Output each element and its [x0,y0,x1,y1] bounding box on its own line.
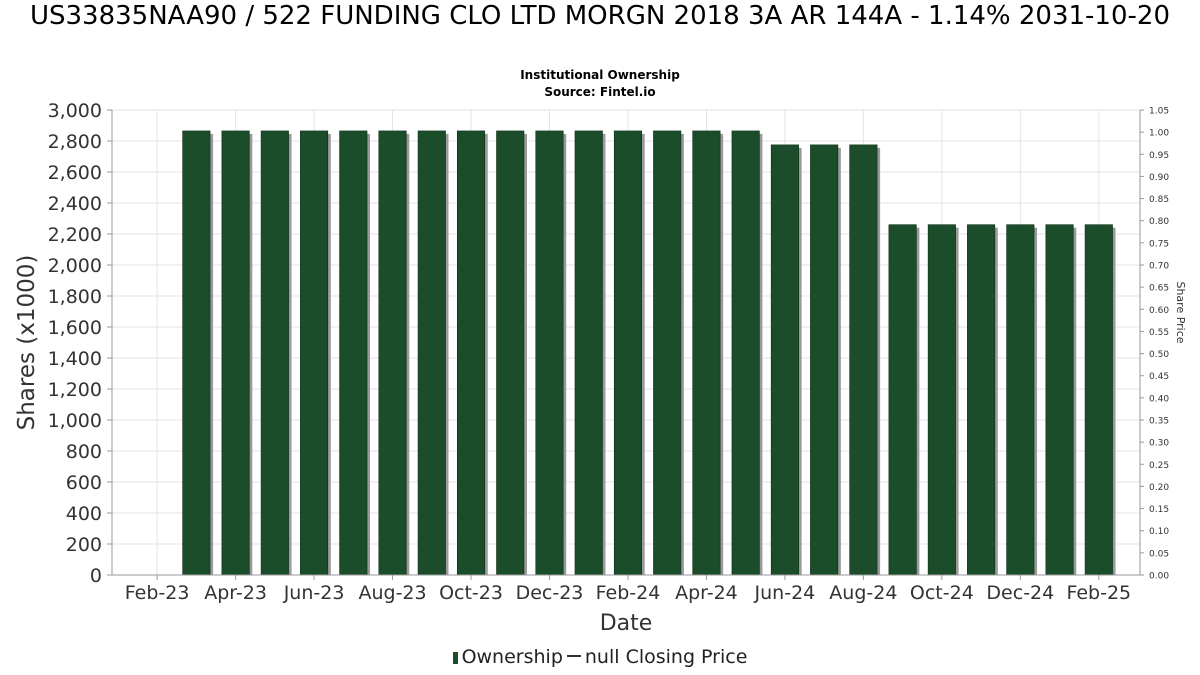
y2-tick-label: 0.60 [1149,306,1169,316]
ownership-bar [300,130,329,576]
x-tick-label: Jun-23 [283,582,345,604]
x-tick-label: Feb-23 [125,582,190,604]
ownership-bar [849,144,878,576]
x-tick-label: Aug-24 [829,582,897,604]
ownership-bar [1045,224,1074,576]
y2-tick-label: 0.15 [1149,505,1169,515]
ownership-bar [770,144,799,576]
y2-tick-label: 0.55 [1149,328,1169,338]
y-axis-label: Shares (x1000) [14,255,40,431]
ownership-legend-swatch [452,652,458,664]
x-axis-label: Date [600,611,653,636]
ownership-bar [182,130,211,576]
y2-tick-label: 0.10 [1149,527,1169,537]
y-tick-label: 600 [66,472,102,494]
ownership-bar [653,130,682,576]
ownership-bar [1006,224,1035,576]
chart-subtitle: Institutional Ownership [520,68,680,82]
ownership-bar [613,130,642,576]
y2-tick-label: 0.25 [1149,461,1169,471]
y2-tick-label: 0.50 [1149,350,1169,360]
y2-tick-label: 0.95 [1149,151,1169,161]
ownership-bar [810,144,839,576]
chart-title: US33835NAA90 / 522 FUNDING CLO LTD MORGN… [29,1,1170,31]
y-tick-label: 2,400 [48,193,102,215]
ownership-bar [417,130,446,576]
y2-tick-label: 0.20 [1149,483,1169,493]
x-tick-label: Oct-24 [910,582,974,604]
y-tick-label: 2,800 [48,131,102,153]
y2-tick-label: 0.70 [1149,262,1169,272]
x-tick-label: Apr-23 [204,582,267,604]
y-tick-label: 1,800 [48,286,102,308]
y2-tick-label: 0.05 [1149,549,1169,559]
price-legend-line [566,655,581,657]
y2-tick-label: 0.30 [1149,439,1169,449]
y-tick-label: 1,600 [48,317,102,339]
ownership-bar [967,224,996,576]
y2-tick-label: 0.65 [1149,284,1169,294]
bar-series [182,130,1116,576]
y2-tick-label: 0.90 [1149,173,1169,183]
chart-source: Source: Fintel.io [544,85,656,99]
y2-axis-label: Share Price [1174,281,1187,343]
y2-axis: 0.00 0.05 0.10 0.15 0.20 0.25 0.30 0.35 0.40 0.45… [1139,107,1169,582]
x-tick-label: Aug-23 [358,582,426,604]
x-tick-label: Apr-24 [675,582,738,604]
x-tick-label: Oct-23 [439,582,503,604]
y-tick-label: 1,000 [48,410,102,432]
ownership-bar [888,224,917,576]
ownership-bar [927,224,956,576]
y2-tick-label: 1.05 [1149,107,1169,117]
x-tick-label: Dec-24 [986,582,1054,604]
ownership-legend-label: Ownership [461,646,563,668]
y-tick-label: 2,000 [48,255,102,277]
y2-tick-label: 1.00 [1149,129,1169,139]
y-tick-label: 800 [66,441,102,463]
y2-tick-label: 0.35 [1149,417,1169,427]
y2-tick-label: 0.00 [1149,572,1169,582]
x-tick-label: Feb-25 [1066,582,1131,604]
ownership-bar [1084,224,1113,576]
chart-legend: Ownership null Closing Price [0,646,1200,668]
ownership-bar [692,130,721,576]
ownership-bar [535,130,564,576]
ownership-bar [339,130,368,576]
y-tick-label: 3,000 [48,100,102,122]
y2-tick-label: 0.85 [1149,195,1169,205]
ownership-bar [221,130,250,576]
ownership-bar [731,130,760,576]
ownership-bar [260,130,289,576]
y2-tick-label: 0.75 [1149,239,1169,249]
y-axis: 0 200 400 600 800 1,000 1,200 1,400 1,600 1,800 2,… [48,100,113,587]
y2-tick-label: 0.45 [1149,372,1169,382]
y-tick-label: 2,600 [48,162,102,184]
ownership-bar [378,130,407,576]
x-tick-label: Jun-24 [754,582,816,604]
y2-tick-label: 0.40 [1149,394,1169,404]
y-tick-label: 0 [90,565,102,587]
price-legend-label: null Closing Price [584,646,748,668]
y-tick-label: 200 [66,534,102,556]
x-tick-label: Feb-24 [596,582,661,604]
ownership-bar [456,130,486,576]
y-tick-label: 1,400 [48,348,102,370]
ownership-bar [574,130,603,576]
x-tick-label: Dec-23 [516,582,584,604]
ownership-bar [496,130,525,576]
y-tick-label: 400 [66,503,102,525]
y2-tick-label: 0.80 [1149,217,1169,227]
x-axis: Feb-23 Apr-23 Jun-23 Aug-23 Oct-23 Dec-23 Feb-… [112,574,1140,604]
y-tick-label: 1,200 [48,379,102,401]
y-tick-label: 2,200 [48,224,102,246]
